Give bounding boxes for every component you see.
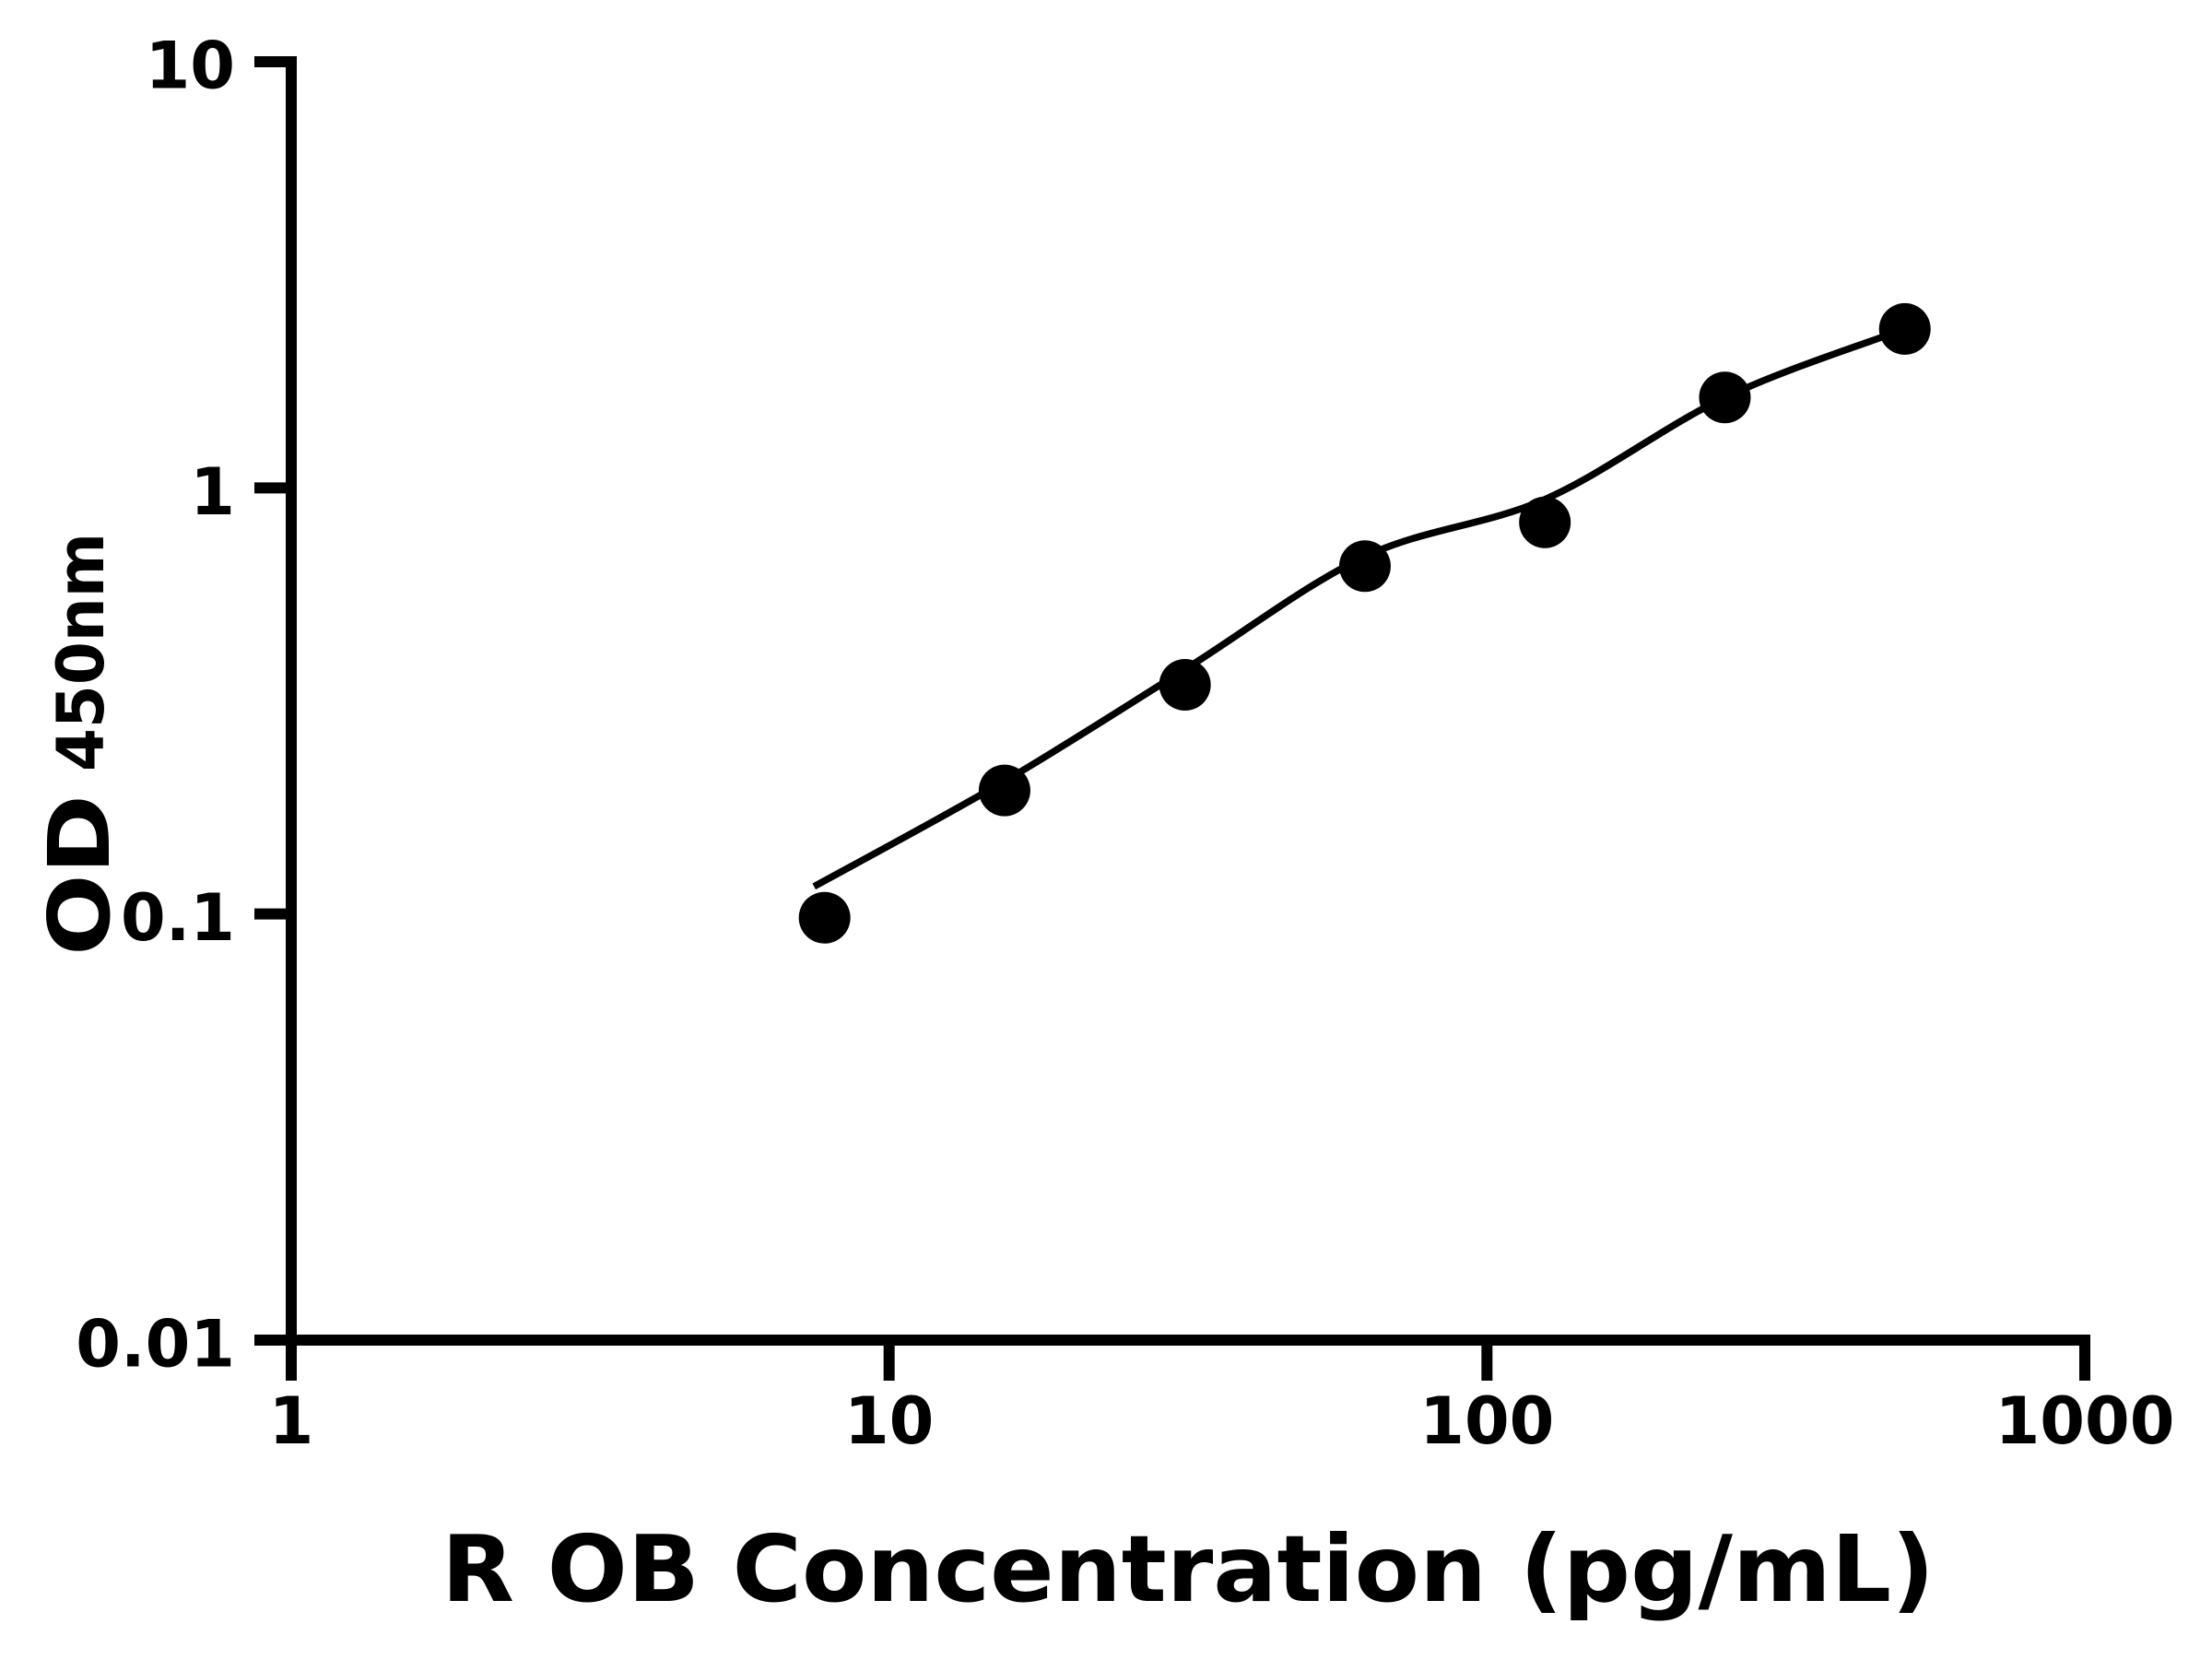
data-point [1159, 659, 1211, 712]
x-tick-label: 1000 [1995, 1383, 2175, 1459]
x-tick-label: 100 [1419, 1383, 1554, 1459]
y-tick-label: 10 [146, 29, 235, 104]
x-tick-label: 10 [844, 1383, 934, 1459]
data-point [798, 891, 851, 944]
y-axis-title-main: OD [30, 794, 129, 956]
x-tick-label: 1 [269, 1383, 314, 1459]
data-points [798, 302, 1931, 944]
x-axis-title: R OB Concentration (pg/mL) [441, 1515, 1935, 1623]
data-point [978, 764, 1030, 817]
axes: 0.01 0.1 1 10 1 10 100 1000 [76, 29, 2174, 1459]
data-point [1878, 302, 1931, 355]
y-tick-label: 0.1 [121, 880, 235, 956]
y-tick-label: 1 [190, 454, 235, 530]
y-tick-label: 0.01 [76, 1307, 235, 1382]
data-point [1338, 540, 1391, 593]
data-point [1519, 496, 1571, 548]
y-axis-title-sub: 450nm [43, 533, 119, 771]
data-point [1699, 371, 1751, 424]
